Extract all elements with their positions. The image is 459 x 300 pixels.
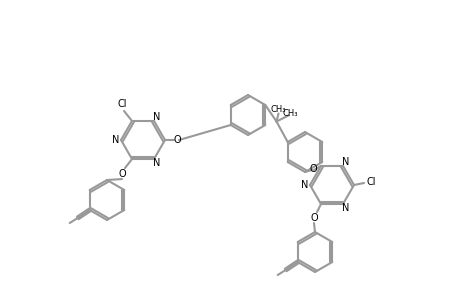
Text: N: N: [152, 158, 160, 168]
Text: O: O: [308, 164, 316, 174]
Text: N: N: [341, 203, 348, 213]
Text: N: N: [152, 112, 160, 122]
Text: Cl: Cl: [117, 99, 127, 109]
Text: O: O: [118, 169, 126, 179]
Text: N: N: [112, 135, 119, 145]
Text: O: O: [309, 213, 317, 223]
Text: CH₃: CH₃: [270, 105, 285, 114]
Text: CH₃: CH₃: [282, 109, 297, 118]
Text: N: N: [301, 180, 308, 190]
Text: O: O: [173, 135, 180, 145]
Text: Cl: Cl: [365, 177, 375, 187]
Text: N: N: [341, 157, 348, 166]
